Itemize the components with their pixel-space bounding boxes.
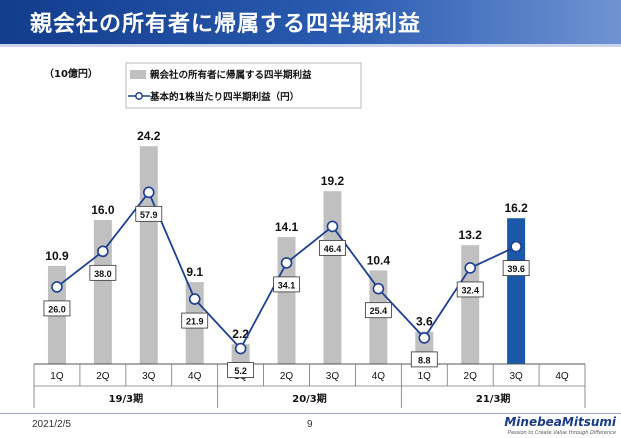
eps-value-label: 26.0 xyxy=(48,304,66,314)
logo-name: MinebeaMitsumi xyxy=(504,415,616,429)
eps-label-box xyxy=(456,281,484,298)
eps-marker xyxy=(372,282,385,295)
legend-box xyxy=(125,62,362,109)
legend-line-marker xyxy=(135,92,143,100)
x-tick-label: 3Q xyxy=(142,371,156,382)
eps-label-box xyxy=(364,302,392,319)
x-tick-label: 2Q xyxy=(464,371,478,382)
bar-value-label: 19.2 xyxy=(321,174,345,188)
bar xyxy=(323,191,342,364)
x-tick-label: 2Q xyxy=(96,371,110,382)
eps-label-box xyxy=(89,264,117,281)
eps-marker xyxy=(142,186,155,199)
title-banner: 親会社の所有者に帰属する四半期利益 xyxy=(0,0,621,44)
x-tick-label: 4Q xyxy=(555,371,569,382)
eps-value-label: 8.8 xyxy=(418,355,431,365)
bar-value-label: 9.1 xyxy=(186,265,203,279)
eps-marker xyxy=(280,257,293,269)
eps-value-label: 39.6 xyxy=(507,264,525,274)
x-tick-label: 3Q xyxy=(326,371,340,382)
eps-marker xyxy=(510,240,522,253)
bar xyxy=(277,237,296,364)
bar-value-label: 13.2 xyxy=(459,228,483,242)
fiscal-year-label: 20/3期 xyxy=(292,392,327,405)
fiscal-year-label: 21/3期 xyxy=(476,392,511,405)
bar-value-label: 3.6 xyxy=(416,315,433,329)
bar-value-label: 10.4 xyxy=(367,253,391,267)
eps-value-label: 5.2 xyxy=(234,366,247,376)
eps-label-box xyxy=(273,276,300,293)
eps-marker xyxy=(97,245,109,258)
eps-value-label: 32.4 xyxy=(461,285,479,295)
legend-bar-swatch xyxy=(130,70,146,79)
bar-value-label: 24.2 xyxy=(137,129,161,143)
x-tick-label: 1Q xyxy=(418,371,432,382)
eps-label-box xyxy=(410,351,438,368)
plot-area: 10.9 16.0 24.2 9.1 2.2 14.1 19.2 10.4 3.6 13.2 16.… xyxy=(33,129,586,408)
company-logo: MinebeaMitsumi Passion to Create Value t… xyxy=(504,415,616,436)
eps-value-label: 46.4 xyxy=(324,244,342,254)
eps-marker xyxy=(326,220,339,233)
legend: 親会社の所有者に帰属する四半期利益 基本的1株当たり四半期利益（円） xyxy=(125,62,362,109)
eps-marker xyxy=(234,342,247,355)
eps-label-box xyxy=(135,205,163,222)
bar-value-label: 10.9 xyxy=(45,249,69,263)
bar xyxy=(139,146,158,364)
eps-label-box xyxy=(43,300,71,317)
page-number: 9 xyxy=(307,419,313,430)
eps-label-box xyxy=(227,362,255,378)
eps-marker xyxy=(464,262,477,274)
bar-value-label: 16.2 xyxy=(504,201,528,215)
bar xyxy=(507,218,526,364)
bar xyxy=(93,220,112,364)
x-tick-label: 3Q xyxy=(509,371,523,382)
eps-marker xyxy=(51,281,63,293)
eps-value-label: 21.9 xyxy=(186,317,204,327)
x-tick-label: 4Q xyxy=(372,371,386,382)
x-tick-label: 2Q xyxy=(280,371,294,382)
eps-value-label: 38.0 xyxy=(94,269,112,279)
title-underline xyxy=(0,44,621,47)
legend-line-label: 基本的1株当たり四半期利益（円） xyxy=(149,91,299,103)
footer-date: 2021/2/5 xyxy=(32,419,71,430)
bar-value-label: 16.0 xyxy=(91,203,115,217)
page-title: 親会社の所有者に帰属する四半期利益 xyxy=(30,12,422,37)
eps-marker xyxy=(418,332,431,344)
eps-value-label: 34.1 xyxy=(278,280,296,290)
legend-bar-label: 親会社の所有者に帰属する四半期利益 xyxy=(150,69,312,81)
x-tick-label: 1Q xyxy=(50,371,64,382)
eps-value-label: 57.9 xyxy=(140,210,158,220)
eps-label-box xyxy=(319,240,346,256)
x-tick-label: 4Q xyxy=(188,371,202,382)
logo-tagline: Passion to Create Value through Differen… xyxy=(507,430,616,436)
eps-value-label: 25.4 xyxy=(370,306,388,316)
footer-divider xyxy=(0,413,621,414)
bar-value-label: 2.2 xyxy=(232,327,249,341)
unit-label: （10億円） xyxy=(44,67,98,80)
eps-label-box xyxy=(181,312,209,329)
bar-value-label: 14.1 xyxy=(275,220,299,234)
eps-marker xyxy=(188,293,201,305)
eps-label-box xyxy=(502,260,530,276)
fiscal-year-label: 19/3期 xyxy=(109,392,144,405)
